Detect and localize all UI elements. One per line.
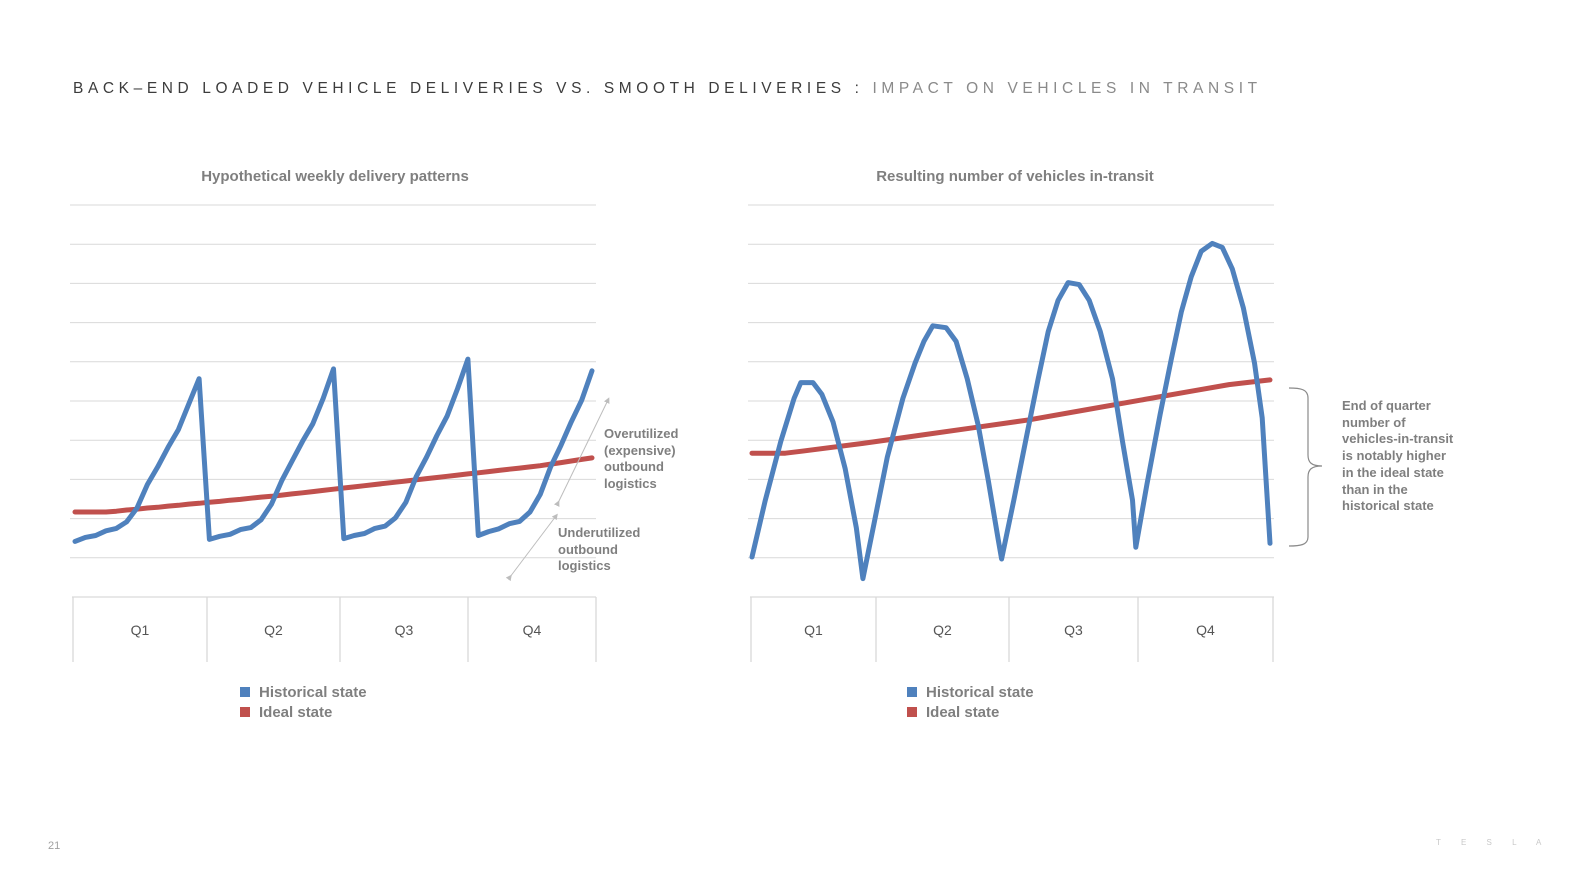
vehicles-in-transit-chart: Resulting number of vehicles in-transit … [748, 168, 1323, 662]
slide-header: BACK–END LOADED VEHICLE DELIVERIES VS. S… [73, 80, 1262, 98]
slide-title: BACK–END LOADED VEHICLE DELIVERIES VS. S… [73, 80, 846, 97]
ideal-state-line [72, 455, 595, 515]
historical-swatch [907, 687, 917, 697]
overutilized-annotation: Overutilized (expensive) outbound logist… [604, 426, 678, 493]
legend-label-historical: Historical state [926, 683, 1034, 701]
left-series-group [72, 356, 595, 544]
annotation-line: Underutilized [558, 525, 641, 540]
legend-item-historical: Historical state [240, 682, 367, 702]
right-chart-title: Resulting number of vehicles in-transit [876, 168, 1154, 185]
ideal-swatch [907, 707, 917, 717]
title-separator: : [854, 80, 864, 97]
historical-state-line [749, 240, 1273, 582]
historical-swatch [240, 687, 250, 697]
end-of-quarter-brace [1288, 387, 1323, 547]
annotation-line: Overutilized [604, 426, 679, 441]
annotation-line: End of quarter [1342, 398, 1431, 413]
x-tick-label: Q2 [264, 622, 283, 638]
left-gridlines [70, 204, 596, 559]
left-legend: Historical state Ideal state [240, 682, 367, 722]
right-gridlines [748, 204, 1274, 559]
ideal-swatch [240, 707, 250, 717]
legend-label-historical: Historical state [259, 683, 367, 701]
x-tick-label: Q4 [523, 622, 542, 638]
right-legend: Historical state Ideal state [907, 682, 1034, 722]
brand-logo: T E S L A [1436, 838, 1551, 847]
annotation-line: logistics [558, 558, 611, 574]
annotation-line: than in the [1342, 481, 1408, 497]
legend-label-ideal: Ideal state [259, 703, 333, 721]
historical-state-line [72, 356, 595, 544]
x-tick-label: Q1 [131, 622, 150, 638]
annotation-line: (expensive) [604, 442, 676, 458]
x-tick-label: Q3 [395, 622, 414, 638]
annotation-line: logistics [604, 476, 657, 492]
end-of-quarter-annotation: End of quarter number of vehicles-in-tra… [1342, 398, 1453, 515]
annotation-line: outbound [604, 459, 664, 475]
left-x-axis: Q1 Q2 Q3 Q4 [72, 596, 597, 662]
delivery-pattern-chart: Hypothetical weekly delivery patterns Q1… [70, 168, 610, 662]
annotation-line: historical state [1342, 498, 1434, 514]
x-tick-label: Q1 [804, 622, 823, 638]
annotation-line: outbound [558, 541, 618, 557]
overutilized-arrow [553, 397, 610, 508]
x-tick-label: Q3 [1064, 622, 1083, 638]
x-tick-label: Q2 [933, 622, 952, 638]
slide-subtitle: IMPACT ON VEHICLES IN TRANSIT [872, 80, 1262, 97]
annotation-line: vehicles-in-transit [1342, 431, 1454, 447]
annotation-line: in the ideal state [1342, 464, 1444, 480]
x-tick-label: Q4 [1196, 622, 1215, 638]
annotation-line: number of [1342, 414, 1406, 430]
underutilized-annotation: Underutilized outbound logistics [558, 525, 640, 575]
right-x-axis: Q1 Q2 Q3 Q4 [750, 596, 1274, 662]
legend-label-ideal: Ideal state [926, 703, 1000, 721]
annotation-line: is notably higher [1342, 448, 1447, 464]
left-annotation-arrows [505, 397, 610, 582]
left-chart-title: Hypothetical weekly delivery patterns [201, 168, 469, 185]
page-number: 21 [48, 840, 61, 852]
underutilized-arrow [505, 513, 558, 582]
legend-item-ideal: Ideal state [240, 702, 367, 722]
legend-item-ideal: Ideal state [907, 702, 1034, 722]
ideal-state-line [749, 377, 1273, 456]
legend-item-historical: Historical state [907, 682, 1034, 702]
right-series-group [749, 240, 1273, 582]
